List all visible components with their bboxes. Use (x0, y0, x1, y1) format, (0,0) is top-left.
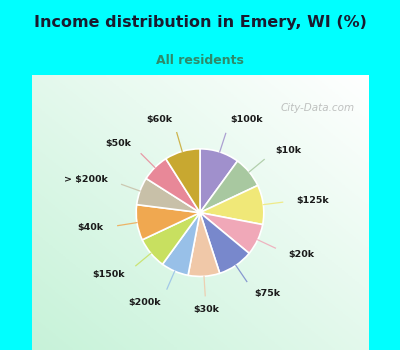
Text: $40k: $40k (78, 223, 104, 232)
Text: City-Data.com: City-Data.com (281, 103, 355, 113)
Text: $60k: $60k (147, 114, 173, 124)
Text: > $200k: > $200k (64, 175, 108, 184)
Text: $150k: $150k (92, 270, 125, 279)
Wedge shape (200, 186, 264, 225)
Wedge shape (162, 212, 200, 275)
Wedge shape (200, 149, 238, 212)
Wedge shape (136, 205, 200, 240)
Text: $75k: $75k (255, 289, 281, 298)
Text: $30k: $30k (193, 306, 219, 314)
Text: $20k: $20k (288, 250, 314, 259)
Wedge shape (137, 178, 200, 212)
Text: $10k: $10k (275, 146, 301, 155)
Wedge shape (200, 161, 258, 212)
Text: Income distribution in Emery, WI (%): Income distribution in Emery, WI (%) (34, 15, 366, 30)
Text: $100k: $100k (230, 116, 263, 124)
Text: $125k: $125k (297, 196, 330, 205)
Text: All residents: All residents (156, 54, 244, 67)
Wedge shape (188, 212, 220, 276)
Wedge shape (200, 212, 263, 253)
Wedge shape (166, 149, 200, 212)
Wedge shape (146, 159, 200, 212)
Wedge shape (200, 212, 249, 273)
Wedge shape (142, 212, 200, 264)
Text: $200k: $200k (129, 298, 161, 307)
Text: $50k: $50k (105, 139, 131, 148)
